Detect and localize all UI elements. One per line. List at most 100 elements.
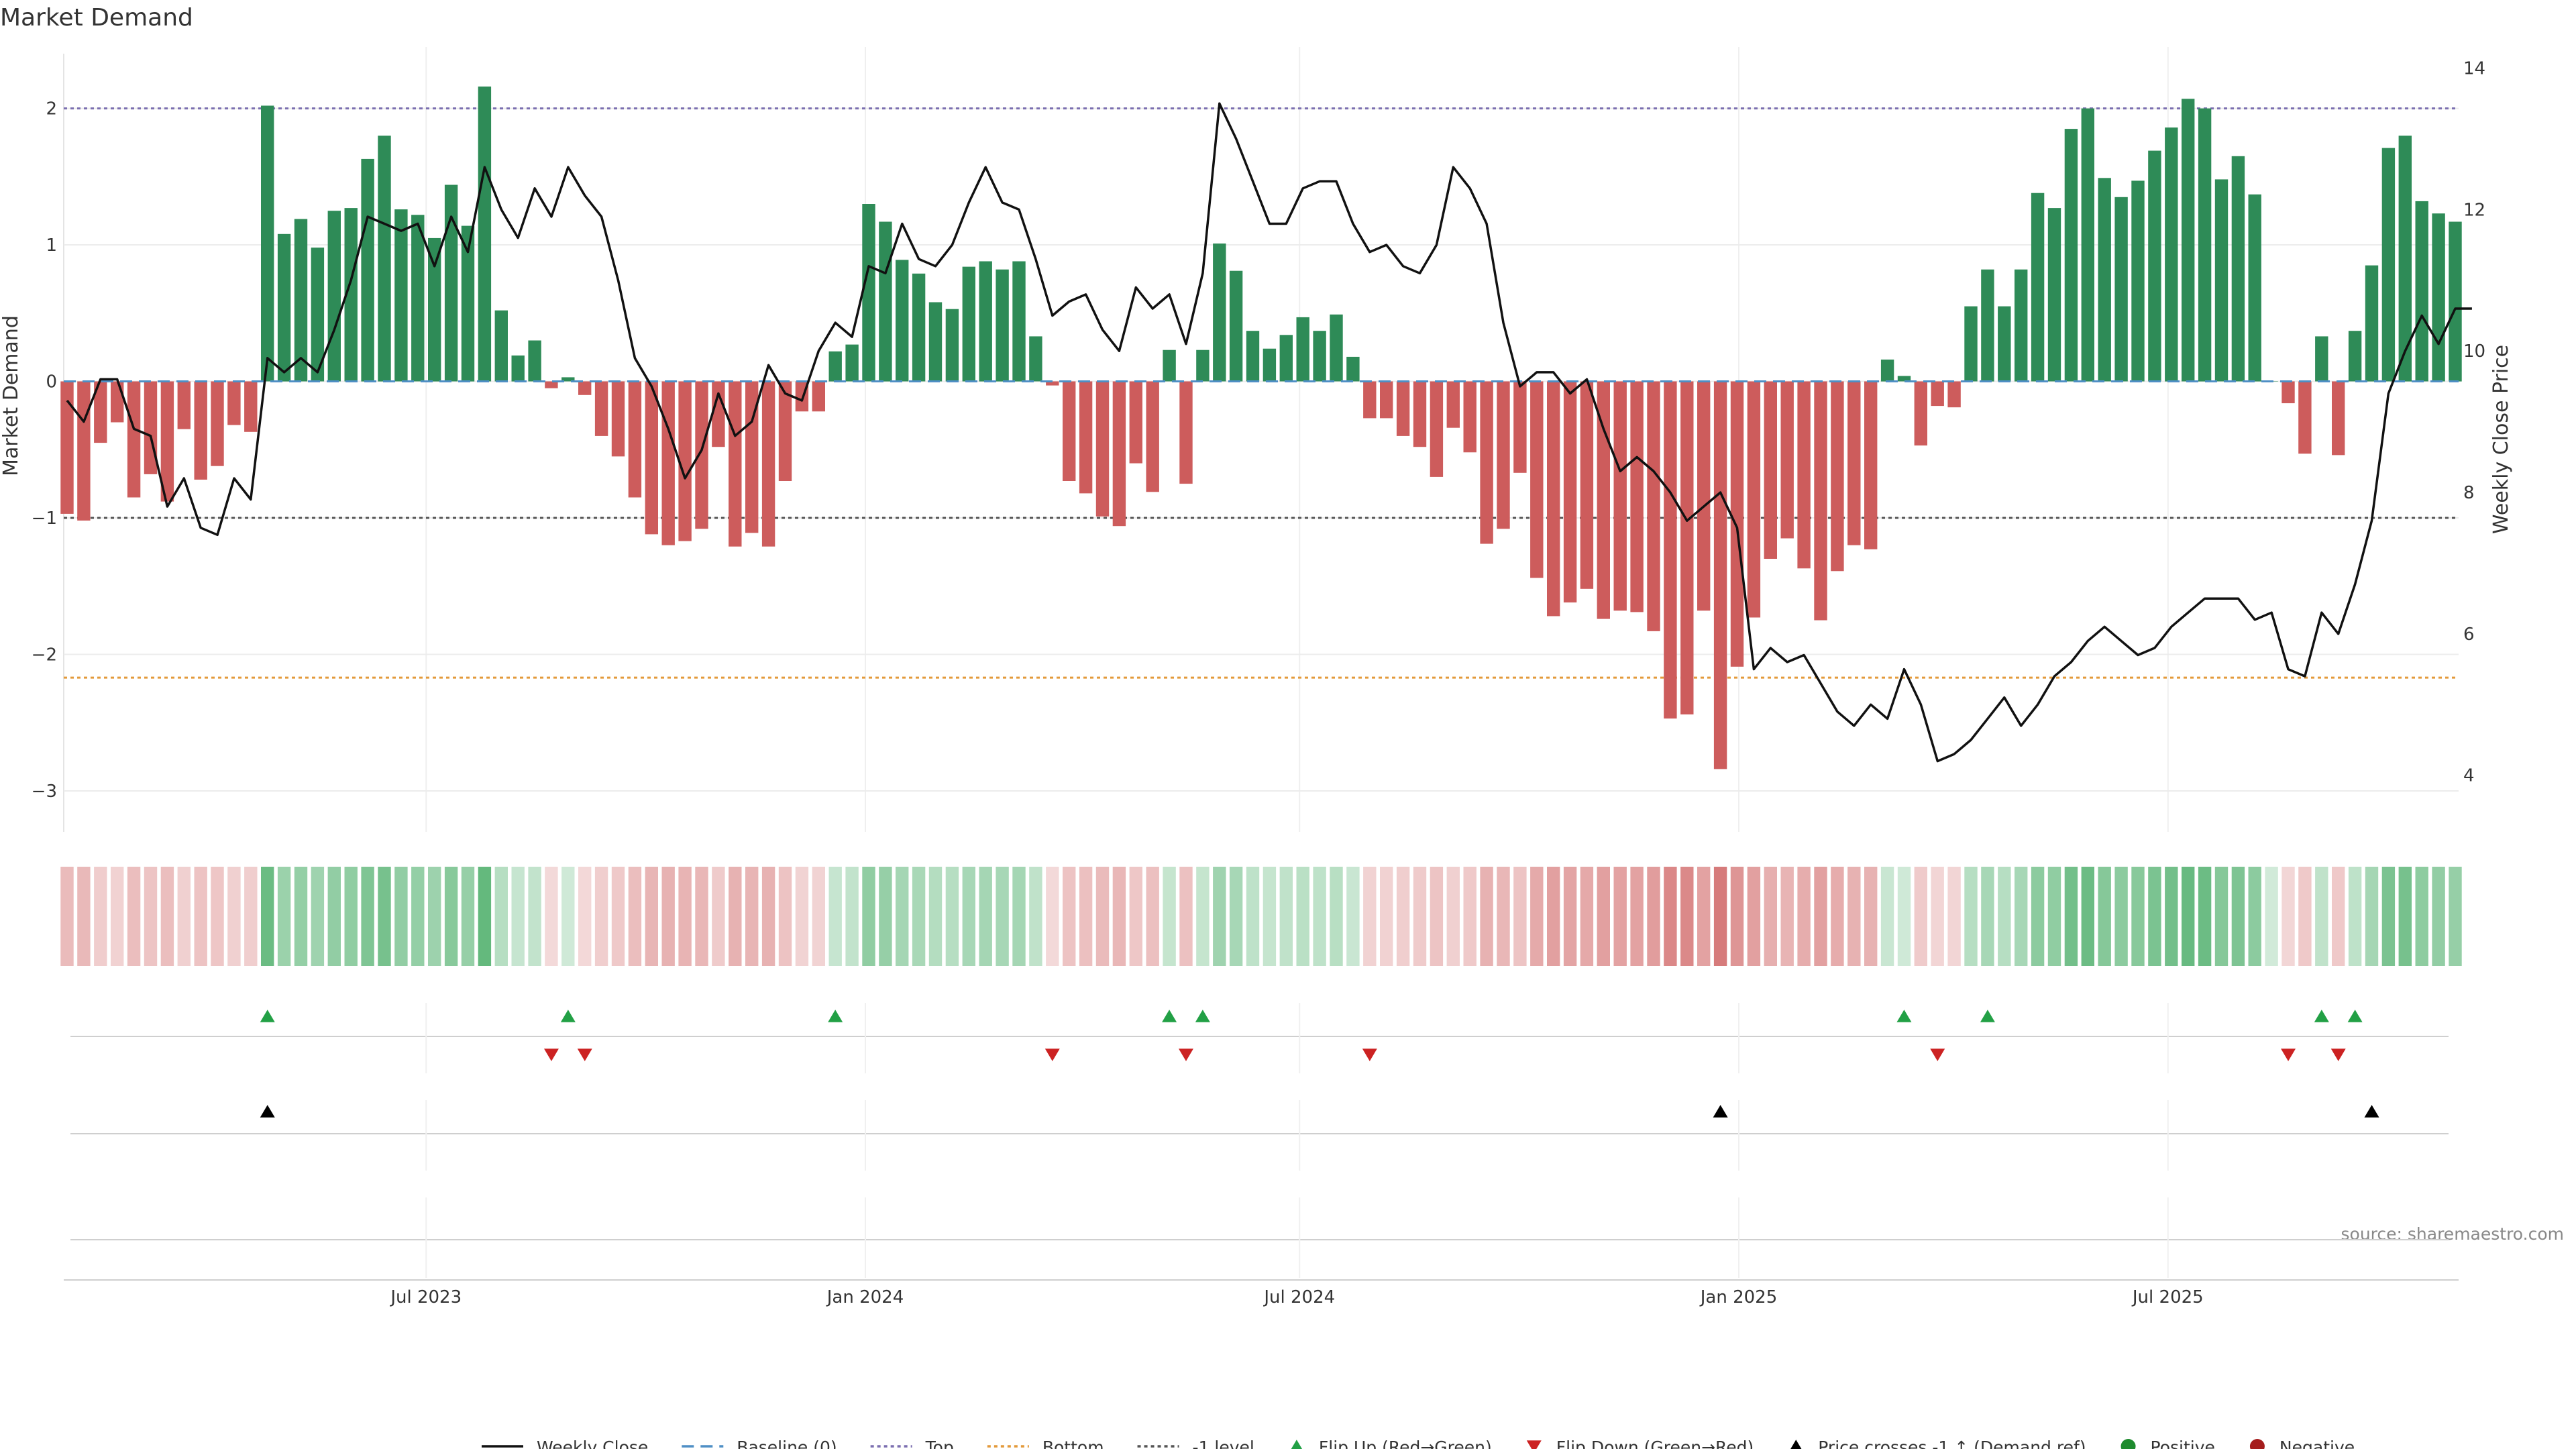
empty-panel xyxy=(70,1197,2449,1278)
heat-cell xyxy=(2298,867,2312,966)
flip-up-marker xyxy=(1980,1010,1995,1022)
heat-cell xyxy=(795,867,809,966)
heat-cell xyxy=(2315,867,2328,966)
demand-bar xyxy=(2381,148,2396,382)
right-tick-label: 6 xyxy=(2463,625,2475,645)
demand-bar xyxy=(2398,136,2412,382)
price-cross-marker xyxy=(260,1105,275,1118)
demand-bar xyxy=(2031,193,2045,382)
heat-cell xyxy=(1981,867,1994,966)
heat-cell xyxy=(2182,867,2195,966)
heat-cell xyxy=(1513,867,1527,966)
heat-cell xyxy=(277,867,291,966)
demand-bar xyxy=(828,351,842,382)
demand-bar xyxy=(862,204,875,382)
demand-bar xyxy=(729,381,742,547)
right-tick-label: 4 xyxy=(2463,766,2475,786)
heat-cell xyxy=(945,867,959,966)
demand-bar xyxy=(2282,381,2295,404)
heat-cell xyxy=(1880,867,1894,966)
heat-cell xyxy=(2047,867,2061,966)
demand-bar xyxy=(628,381,642,498)
demand-bar xyxy=(1680,381,1694,714)
demand-bar xyxy=(1012,261,1026,382)
demand-bar xyxy=(1964,306,1978,382)
demand-bar xyxy=(311,248,325,382)
legend-label: Negative xyxy=(2279,1438,2355,1449)
demand-bar xyxy=(979,261,992,382)
demand-bar xyxy=(2298,381,2312,454)
legend-swatch xyxy=(1790,1440,1802,1449)
left-axis-label: Market Demand xyxy=(0,315,23,476)
heat-cell xyxy=(77,867,91,966)
demand-bar xyxy=(1880,360,1894,382)
left-tick-label: −2 xyxy=(32,645,57,665)
x-tick-label: Jan 2024 xyxy=(826,1287,904,1307)
demand-bar xyxy=(1029,336,1042,382)
right-tick-label: 8 xyxy=(2463,483,2475,503)
heat-cell xyxy=(1664,867,1677,966)
heat-cell xyxy=(111,867,124,966)
heat-cell xyxy=(1931,867,1944,966)
demand-bar xyxy=(1914,381,1927,446)
flip-up-marker xyxy=(1195,1010,1210,1022)
demand-bar xyxy=(1213,244,1226,382)
demand-bar xyxy=(1647,381,1660,631)
legend-item: Positive xyxy=(2121,1438,2215,1449)
heat-cell xyxy=(1179,867,1193,966)
demand-bar xyxy=(1346,356,1360,382)
right-tick-label: 14 xyxy=(2463,59,2485,79)
heat-cell xyxy=(1363,867,1377,966)
heat-cell xyxy=(1730,867,1744,966)
demand-bar xyxy=(778,381,792,481)
heat-cell xyxy=(628,867,642,966)
heat-cell xyxy=(511,867,525,966)
left-tick-label: −1 xyxy=(32,508,57,529)
demand-bar xyxy=(962,266,975,382)
demand-bar xyxy=(1146,381,1159,492)
demand-bar xyxy=(2332,381,2345,455)
heat-cell xyxy=(1764,867,1777,966)
demand-bar xyxy=(1563,381,1577,603)
demand-heat-strip xyxy=(60,867,2462,966)
demand-bar xyxy=(1864,381,1878,549)
heat-cell xyxy=(261,867,274,966)
heat-cell xyxy=(1146,867,1159,966)
demand-bar xyxy=(1363,381,1377,419)
heat-cell xyxy=(394,867,408,966)
demand-bar xyxy=(344,208,358,382)
demand-bar xyxy=(1730,381,1744,667)
flip-up-marker xyxy=(1162,1010,1177,1022)
demand-bar xyxy=(1497,381,1510,529)
heat-cell xyxy=(645,867,658,966)
heat-cell xyxy=(1330,867,1343,966)
flip-up-marker xyxy=(2314,1010,2329,1022)
heat-cell xyxy=(1814,867,1827,966)
heat-cell xyxy=(60,867,74,966)
demand-bar xyxy=(2131,180,2145,382)
demand-bar xyxy=(511,355,525,382)
demand-bar xyxy=(1480,381,1493,544)
demand-bar xyxy=(1179,381,1193,484)
heat-cell xyxy=(1129,867,1142,966)
legend-label: Flip Down (Green→Red) xyxy=(1556,1438,1754,1449)
demand-bar xyxy=(879,221,892,382)
heat-cell xyxy=(695,867,708,966)
demand-bar xyxy=(461,225,475,382)
flip-down-marker xyxy=(2330,1049,2346,1061)
heat-cell xyxy=(1095,867,1110,966)
demand-bar xyxy=(1664,381,1677,719)
heat-cell xyxy=(1897,867,1911,966)
heat-cell xyxy=(144,867,158,966)
demand-bar xyxy=(996,269,1009,382)
heat-cell xyxy=(444,867,458,966)
flip-down-marker xyxy=(1362,1049,1377,1061)
legend-item: -1 level xyxy=(1137,1438,1254,1449)
heat-cell xyxy=(411,867,425,966)
heat-cell xyxy=(227,867,241,966)
demand-bar xyxy=(1547,381,1560,616)
demand-bar xyxy=(77,381,91,521)
left-tick-label: 1 xyxy=(46,235,57,256)
demand-bar xyxy=(1947,381,1961,408)
demand-bar xyxy=(411,215,425,382)
